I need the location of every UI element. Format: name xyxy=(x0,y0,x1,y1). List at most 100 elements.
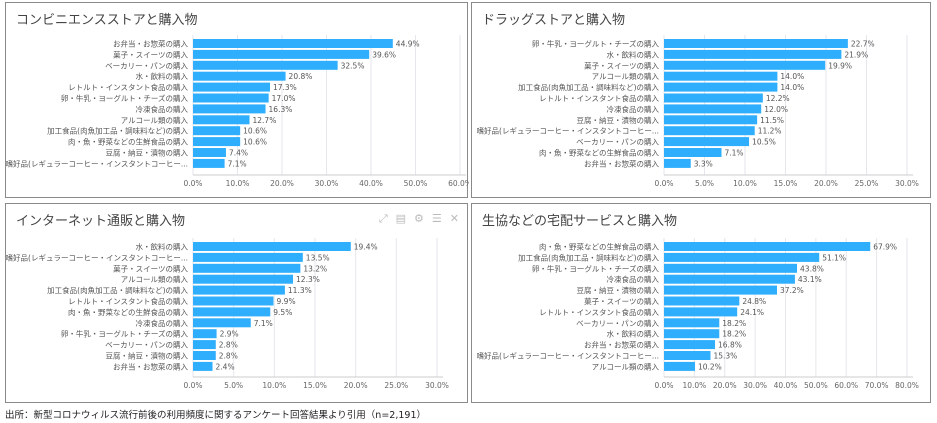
category-label: 肉・魚・野菜などの生鮮食品の購入 xyxy=(68,137,188,147)
category-label: 菓子・スイーツの購入 xyxy=(584,296,659,306)
category-label: 水・飲料の購入 xyxy=(607,329,660,339)
category-label: 卵・牛乳・ヨーグルト・チーズの購入 xyxy=(61,329,189,339)
data-label: 7.1% xyxy=(228,159,247,168)
data-label: 11.2% xyxy=(758,127,782,136)
expand-icon[interactable]: ⤢ xyxy=(378,212,388,225)
x-tick-label: 10.0% xyxy=(262,381,286,390)
x-tick-label: 40.0% xyxy=(359,179,383,188)
x-tick-label: 5.0% xyxy=(695,179,714,188)
category-label: アルコール類の購入 xyxy=(121,115,189,125)
data-label: 43.8% xyxy=(800,264,824,273)
category-label: ベーカリー・パンの購入 xyxy=(576,137,659,147)
source-footnote: 出所：新型コロナウィルス流行前後の利用頻度に関するアンケート回答結果より引用（n… xyxy=(5,410,426,421)
category-label: お弁当・お惣菜の購入 xyxy=(113,361,188,371)
category-label: アルコール類の購入 xyxy=(121,274,189,284)
data-label: 11.5% xyxy=(760,116,784,125)
data-label: 12.7% xyxy=(253,116,277,125)
data-label: 15.3% xyxy=(713,352,737,361)
data-label: 18.2% xyxy=(722,319,746,328)
bar-chart: 0.0% 10.0% 20.0% 30.0% 40.0% 50.0% 60.0% お弁当・お惣… xyxy=(6,35,469,188)
category-label: 冷凍食品の購入 xyxy=(136,104,189,114)
data-label: 10.5% xyxy=(752,138,776,147)
category-label: 卵・牛乳・ヨーグルト・チーズの購入 xyxy=(532,263,660,273)
chart-panel-internet: インターネット通販と購入物 ⤢ ▤ ⚙ ☰ ✕ 0.0% 5.0% 10.0% 15.… xyxy=(5,203,468,403)
list-icon[interactable]: ☰ xyxy=(431,212,442,225)
x-tick-label: 10.0% xyxy=(682,381,706,390)
x-tick-label: 25.0% xyxy=(384,381,408,390)
category-label: 豆腐・納豆・漬物の購入 xyxy=(106,148,189,158)
bar xyxy=(193,82,270,92)
x-tick-label: 15.0% xyxy=(774,179,798,188)
category-label: 菓子・スイーツの購入 xyxy=(113,263,188,273)
chart-panel-coop: 生協などの宅配サービスと購入物 0.0% 10.0% 20.0% 30.0% 40.0%… xyxy=(471,203,931,403)
x-tick-label: 20.0% xyxy=(713,381,737,390)
data-label: 20.8% xyxy=(289,72,313,81)
category-label: 加工食品(肉魚加工品・調味料など)の購入 xyxy=(47,285,188,295)
category-label: 肉・魚・野菜などの生鮮食品の購入 xyxy=(68,307,188,317)
category-label: 水・飲料の購入 xyxy=(136,242,189,252)
data-label: 16.8% xyxy=(718,341,742,350)
data-label: 2.9% xyxy=(220,330,239,339)
data-label: 32.5% xyxy=(341,61,365,70)
x-tick-label: 15.0% xyxy=(303,381,327,390)
bar xyxy=(193,242,351,251)
data-label: 19.9% xyxy=(828,61,852,70)
x-tick-label: 0.0% xyxy=(654,381,673,390)
x-tick-label: 30.0% xyxy=(895,179,919,188)
bar xyxy=(664,115,758,125)
category-label: 嗜好品(レギュラーコーヒー・インスタントコーヒー... xyxy=(477,126,659,136)
bar xyxy=(664,351,711,360)
bar xyxy=(193,71,286,81)
category-label: 冷凍食品の購入 xyxy=(607,104,660,114)
data-label: 7.4% xyxy=(229,149,248,158)
data-label: 10.6% xyxy=(243,127,267,136)
bar xyxy=(664,318,720,328)
x-tick-label: 0.0% xyxy=(654,179,673,188)
x-tick-label: 5.0% xyxy=(224,381,243,390)
category-label: 加工食品(肉魚加工品・調味料など)の購入 xyxy=(47,126,188,136)
data-label: 44.9% xyxy=(396,40,420,49)
chart-title: コンビニエンスストアと購入物 xyxy=(16,13,198,28)
bar xyxy=(193,329,217,339)
x-tick-label: 50.0% xyxy=(804,381,828,390)
data-label: 17.0% xyxy=(272,94,296,103)
data-label: 39.6% xyxy=(372,50,396,59)
data-label: 51.1% xyxy=(822,253,846,262)
category-label: 嗜好品(レギュラーコーヒー・インスタントコーヒー... xyxy=(6,158,188,168)
gear-icon[interactable]: ⚙ xyxy=(414,212,424,225)
bar xyxy=(193,296,274,306)
close-icon[interactable]: ✕ xyxy=(449,212,459,225)
category-label: 肉・魚・野菜などの生鮮食品の購入 xyxy=(539,242,659,252)
category-label: 卵・牛乳・ヨーグルト・チーズの購入 xyxy=(532,39,660,49)
x-tick-label: 0.0% xyxy=(183,381,202,390)
data-label: 43.1% xyxy=(798,275,822,284)
x-tick-label: 30.0% xyxy=(743,381,767,390)
data-label: 11.3% xyxy=(288,286,312,295)
bar xyxy=(664,60,826,70)
bar xyxy=(193,252,303,262)
bar xyxy=(193,126,241,136)
bar xyxy=(193,148,226,157)
data-label: 10.6% xyxy=(243,138,267,147)
bar xyxy=(664,296,740,306)
bar xyxy=(664,93,763,103)
category-label: お弁当・お惣菜の購入 xyxy=(584,158,659,168)
data-label: 17.3% xyxy=(273,83,297,92)
category-label: 水・飲料の購入 xyxy=(136,71,189,81)
bar xyxy=(193,49,370,59)
bar xyxy=(193,115,250,125)
chart-panel-convenience: コンビニエンスストアと購入物 0.0% 10.0% 20.0% 30.0% 40.0% 5… xyxy=(5,2,469,198)
data-label: 16.3% xyxy=(269,105,293,114)
data-label: 67.9% xyxy=(873,243,897,252)
category-label: 嗜好品(レギュラーコーヒー・インスタントコーヒー... xyxy=(6,252,188,262)
category-label: レトルト・インスタント食品の購入 xyxy=(539,93,659,103)
bar xyxy=(664,340,716,350)
bar xyxy=(664,71,778,81)
bar xyxy=(193,263,301,273)
document-icon[interactable]: ▤ xyxy=(395,212,407,225)
bar xyxy=(664,263,798,273)
bar xyxy=(664,242,871,251)
x-tick-label: 10.0% xyxy=(226,179,250,188)
x-tick-label: 60.0% xyxy=(834,381,858,390)
data-label: 12.0% xyxy=(764,105,788,114)
